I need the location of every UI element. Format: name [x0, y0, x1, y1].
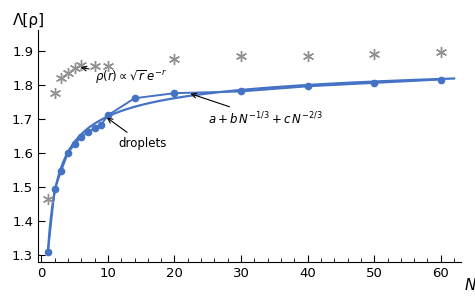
- Text: $\rho(r) \propto \sqrt{r}\, e^{-r}$: $\rho(r) \propto \sqrt{r}\, e^{-r}$: [82, 66, 167, 86]
- Text: Λ[ρ]: Λ[ρ]: [13, 13, 45, 28]
- Text: N: N: [465, 278, 475, 293]
- Text: droplets: droplets: [108, 118, 166, 150]
- Text: $a + b\, N^{-1/3} + c\, N^{-2/3}$: $a + b\, N^{-1/3} + c\, N^{-2/3}$: [191, 93, 323, 127]
